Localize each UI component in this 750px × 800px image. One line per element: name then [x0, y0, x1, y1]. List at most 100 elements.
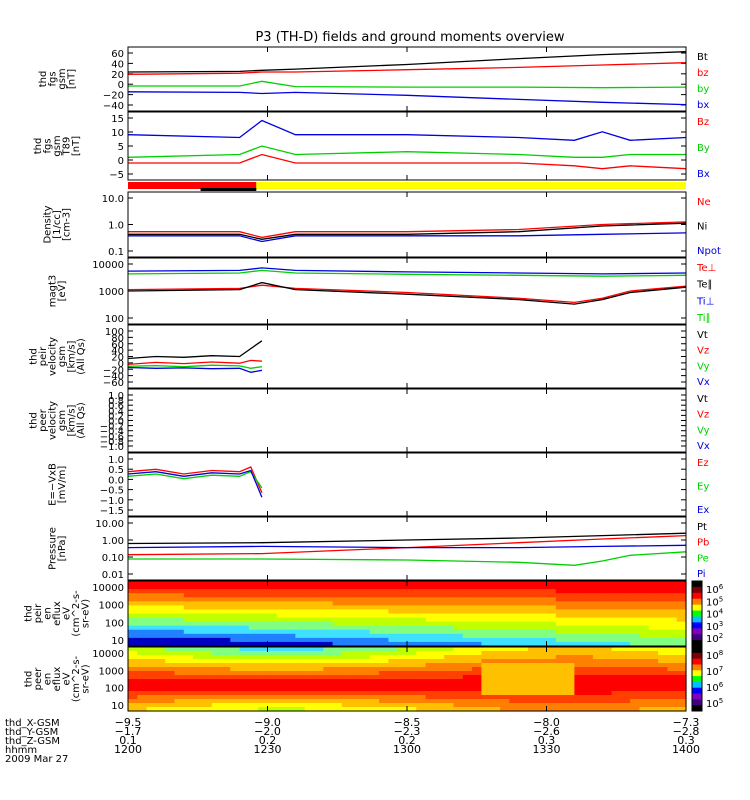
heatmap-cell — [565, 625, 575, 631]
heatmap-cell — [500, 593, 510, 598]
heatmap-cell — [630, 593, 641, 598]
heatmap-cell — [258, 667, 269, 672]
heatmap-cell — [323, 597, 334, 602]
heatmap-cell — [258, 617, 269, 623]
heatmap-cell — [658, 589, 668, 594]
heatmap-cell — [658, 687, 668, 692]
heatmap-cell — [425, 659, 436, 664]
heatmap-cell — [583, 641, 594, 647]
heatmap-cell — [314, 651, 324, 656]
heatmap-cell — [351, 651, 362, 656]
heatmap-cell — [397, 703, 408, 708]
heatmap-cell — [360, 585, 371, 590]
heatmap-cell — [667, 589, 678, 594]
series-line — [127, 470, 263, 489]
heatmap-cell — [360, 601, 371, 606]
heatmap-cell — [648, 625, 659, 631]
heatmap-cell — [174, 609, 185, 615]
heatmap-cell — [546, 663, 557, 668]
heatmap-cell — [472, 655, 482, 660]
y-axis-label: Pressure[nPa] — [47, 527, 68, 570]
heatmap-cell — [490, 687, 501, 692]
heatmap-cell — [332, 581, 343, 586]
heatmap-cell — [648, 703, 659, 708]
heatmap-cell — [258, 683, 269, 688]
heatmap-cell — [369, 687, 380, 692]
heatmap-cell — [332, 683, 343, 688]
y-axis-label: E=−VxB[mV/m] — [47, 463, 68, 506]
heatmap-cell — [462, 659, 473, 664]
heatmap-cell — [509, 585, 520, 590]
heatmap-cell — [453, 655, 464, 660]
heatmap-cell — [555, 585, 566, 590]
heatmap-cell — [490, 601, 501, 606]
heatmap-cell — [397, 637, 408, 643]
heatmap-cell — [379, 617, 389, 623]
legend-entry: Te∥ — [696, 280, 713, 291]
heatmap-cell — [667, 625, 678, 631]
heatmap-cell — [137, 687, 148, 692]
heatmap-cell — [174, 691, 185, 696]
heatmap-cell — [434, 683, 445, 688]
heatmap-cell — [453, 629, 464, 635]
heatmap-cell — [258, 659, 269, 664]
heatmap-cell — [137, 675, 148, 680]
heatmap-cell — [267, 651, 278, 656]
heatmap-cell — [574, 637, 585, 643]
heatmap-cell — [332, 641, 343, 647]
heatmap-cell — [155, 659, 166, 664]
heatmap-cell — [676, 647, 687, 652]
heatmap-cell — [304, 651, 315, 656]
heatmap-cell — [239, 617, 250, 623]
heatmap-cell — [286, 593, 296, 598]
colorbar-tick-label: 102 — [706, 632, 723, 645]
heatmap-cell — [462, 633, 473, 639]
heatmap-cell — [174, 581, 185, 586]
heatmap-cell — [583, 655, 594, 660]
heatmap-cell — [165, 703, 176, 708]
heatmap-cell — [276, 597, 287, 602]
heatmap-cell — [434, 699, 445, 704]
heatmap-cell — [593, 641, 603, 647]
heatmap-cell — [630, 707, 641, 712]
heatmap-cell — [658, 621, 668, 627]
heatmap-cell — [360, 609, 371, 615]
heatmap-cell — [304, 683, 315, 688]
heatmap-cell — [565, 667, 575, 672]
heatmap-cell — [574, 593, 585, 598]
heatmap-cell — [211, 625, 222, 631]
heatmap-cell — [248, 641, 259, 647]
heatmap-cell — [481, 699, 492, 704]
heatmap-cell — [593, 695, 603, 700]
heatmap-cell — [360, 667, 371, 672]
heatmap-cell — [676, 625, 687, 631]
heatmap-cell — [648, 605, 659, 611]
heatmap-cell — [258, 651, 269, 656]
heatmap-cell — [407, 601, 417, 606]
heatmap-cell — [555, 659, 566, 664]
heatmap-cell — [155, 691, 166, 696]
heatmap-cell — [165, 593, 176, 598]
heatmap-cell — [341, 617, 352, 623]
heatmap-cell — [537, 597, 548, 602]
heatmap-cell — [267, 687, 278, 692]
heatmap-cell — [639, 609, 650, 615]
heatmap-cell — [286, 589, 296, 594]
heatmap-cell — [137, 707, 148, 712]
heatmap-cell — [620, 625, 631, 631]
heatmap-cell — [258, 621, 269, 627]
heatmap-cell — [639, 597, 650, 602]
heatmap-cell — [509, 707, 520, 712]
heatmap-cell — [286, 679, 296, 684]
heatmap-cell — [555, 687, 566, 692]
heatmap-cell — [490, 691, 501, 696]
heatmap-cell — [286, 651, 296, 656]
y-axis-label: magt3[eV] — [47, 275, 68, 308]
heatmap-cell — [490, 625, 501, 631]
heatmap-cell — [518, 585, 529, 590]
legend-entry: Pe — [697, 553, 709, 564]
heatmap-cell — [258, 655, 269, 660]
heatmap-cell — [593, 633, 603, 639]
heatmap-cell — [193, 597, 203, 602]
